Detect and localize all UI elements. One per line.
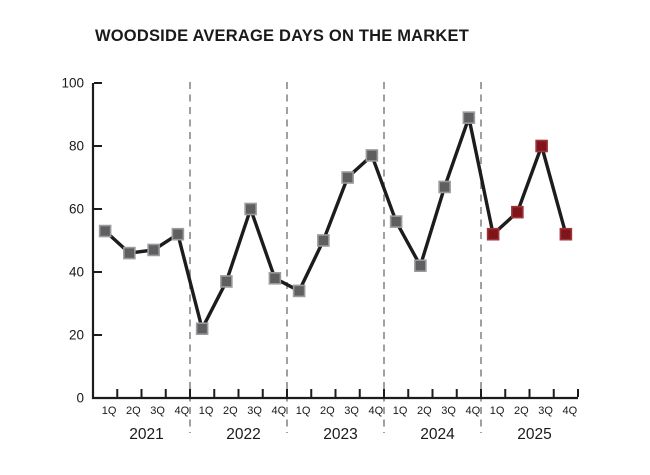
year-label: 2024 xyxy=(420,426,455,443)
data-point-marker-2023-4q xyxy=(365,149,379,162)
x-tick-label: 1Q xyxy=(296,405,311,417)
axis-lines xyxy=(91,83,578,400)
x-tick-label: 4Q xyxy=(369,405,384,417)
year-label: 2023 xyxy=(323,426,357,443)
data-point-marker-2024-4q xyxy=(462,111,476,124)
x-tick-label: 1Q xyxy=(102,405,117,417)
data-point-marker-2024-3q xyxy=(438,180,451,194)
data-point-marker-2023-2q xyxy=(317,234,330,247)
x-tick-label: 2Q xyxy=(223,405,238,417)
x-tick-label: 4Q xyxy=(466,405,481,417)
x-tick-label: 3Q xyxy=(247,405,262,417)
data-point-marker-2024-1q xyxy=(389,215,403,228)
data-point-marker-2022-4q xyxy=(268,271,282,285)
x-tick-label: 4Q xyxy=(272,405,287,417)
x-tick-label: 1Q xyxy=(199,405,214,417)
y-tick-label: 100 xyxy=(61,76,84,91)
chart-title: WOODSIDE AVERAGE DAYS ON THE MARKET xyxy=(95,27,470,45)
x-tick-label: 1Q xyxy=(490,405,505,417)
data-point-marker-2021-3q xyxy=(147,243,160,257)
data-point-marker-2025-4q xyxy=(559,227,573,241)
x-tick-label: 2Q xyxy=(514,405,529,417)
data-point-marker-2025-2q xyxy=(511,205,524,219)
x-tick-label: 4Q xyxy=(563,405,578,417)
data-point-marker-2022-1q xyxy=(195,322,209,336)
x-tick-label: 3Q xyxy=(150,405,165,417)
data-point-marker-2021-2q xyxy=(123,246,136,260)
data-point-marker-2023-3q xyxy=(341,171,354,184)
data-line xyxy=(103,111,568,334)
year-label: 2022 xyxy=(226,426,260,443)
x-tick-label: 2Q xyxy=(126,405,141,417)
data-point-marker-2025-1q xyxy=(486,227,500,241)
y-tick-label: 0 xyxy=(76,391,84,406)
data-point-marker-2022-3q xyxy=(244,202,257,216)
data-point-marker-2024-2q xyxy=(414,259,427,273)
data-point-marker-2025-3q xyxy=(535,139,548,153)
x-tick-label: 4Q xyxy=(175,405,190,417)
y-tick-label: 40 xyxy=(69,265,84,280)
data-point-marker-2022-2q xyxy=(220,275,233,288)
x-tick-label: 2Q xyxy=(417,405,432,417)
y-tick-label: 80 xyxy=(69,139,84,154)
y-tick-label: 60 xyxy=(69,202,84,217)
year-label: 2021 xyxy=(129,426,163,443)
data-point-marker-2023-1q xyxy=(292,284,306,298)
x-tick-label: 2Q xyxy=(320,405,335,417)
x-tick-label: 3Q xyxy=(344,405,359,417)
data-point-marker-2021-4q xyxy=(171,227,185,241)
x-tick-label: 3Q xyxy=(538,405,553,417)
y-tick-label: 20 xyxy=(69,328,84,343)
year-label: 2025 xyxy=(517,426,551,443)
x-tick-label: 1Q xyxy=(393,405,408,417)
data-point-marker-2021-1q xyxy=(98,224,112,238)
x-tick-label: 3Q xyxy=(441,405,456,417)
